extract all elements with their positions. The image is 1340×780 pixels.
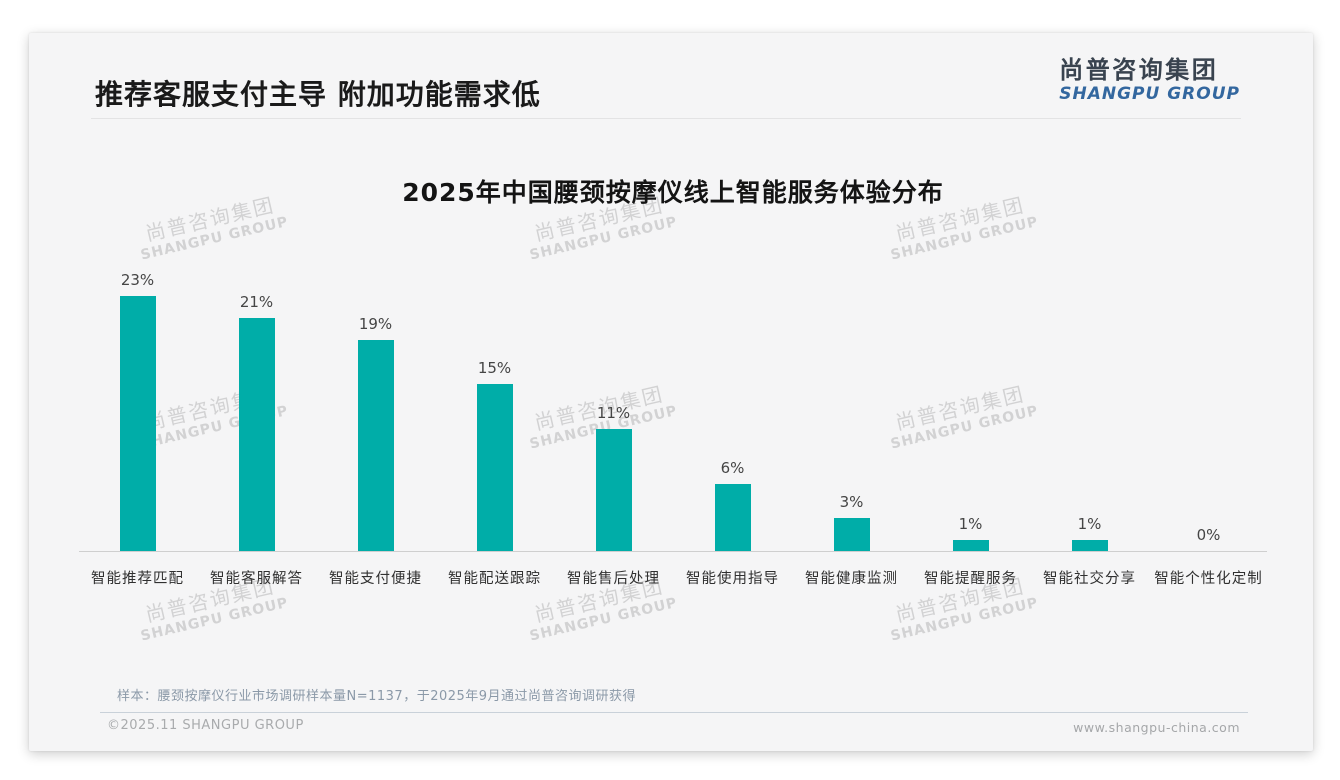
bar-value-label: 11% — [596, 404, 631, 422]
footer-copyright: ©2025.11 SHANGPU GROUP — [107, 718, 304, 733]
header-divider — [91, 118, 1241, 119]
category-label: 智能健康监测 — [805, 571, 898, 587]
slide-card: 推荐客服支付主导 附加功能需求低 尚普咨询集团 SHANGPU GROUP 尚普… — [29, 33, 1313, 751]
category-label: 智能提醒服务 — [924, 571, 1017, 587]
category-label: 智能配送跟踪 — [448, 571, 541, 587]
bar-value-label: 21% — [239, 293, 274, 311]
bar — [119, 296, 156, 551]
bar — [476, 384, 513, 551]
bar-chart-plot: 23% 智能推荐匹配 21% 智能客服解答 19% 智能支付便捷 15% 智能配送跟踪 11% 智… — [79, 259, 1267, 587]
bar — [833, 518, 870, 551]
category-label: 智能售后处理 — [567, 571, 660, 587]
bar — [714, 484, 751, 551]
chart-title: 2025年中国腰颈按摩仪线上智能服务体验分布 — [402, 178, 944, 207]
category-label: 智能支付便捷 — [329, 571, 422, 587]
bar — [595, 429, 632, 551]
bar-value-label: 1% — [1077, 515, 1102, 533]
logo-chinese-text: 尚普咨询集团 — [1059, 56, 1219, 84]
bar-value-label: 6% — [720, 459, 745, 477]
bar-value-label: 19% — [358, 315, 393, 333]
category-label: 智能推荐匹配 — [91, 571, 184, 587]
bar-value-label: 1% — [958, 515, 983, 533]
bar-value-label: 15% — [477, 359, 512, 377]
shangpu-logo: 尚普咨询集团 SHANGPU GROUP — [1059, 55, 1240, 104]
footer-website: www.shangpu-china.com — [1073, 720, 1240, 735]
logo-english-text: SHANGPU GROUP — [1059, 84, 1240, 104]
x-axis-line — [79, 551, 1267, 552]
bar — [1071, 540, 1108, 551]
bar-value-label: 3% — [839, 493, 864, 511]
bar — [952, 540, 989, 551]
category-label: 智能使用指导 — [686, 571, 779, 587]
category-label: 智能社交分享 — [1043, 571, 1136, 587]
bar — [238, 318, 275, 551]
footer-divider — [100, 712, 1248, 713]
bar-value-label: 0% — [1196, 526, 1221, 544]
page-title: 推荐客服支付主导 附加功能需求低 — [95, 78, 541, 111]
bar-value-label: 23% — [120, 271, 155, 289]
sample-note: 样本：腰颈按摩仪行业市场调研样本量N=1137，于2025年9月通过尚普咨询调研… — [117, 689, 637, 704]
category-label: 智能个性化定制 — [1154, 571, 1263, 587]
category-label: 智能客服解答 — [210, 571, 303, 587]
bar — [357, 340, 394, 551]
